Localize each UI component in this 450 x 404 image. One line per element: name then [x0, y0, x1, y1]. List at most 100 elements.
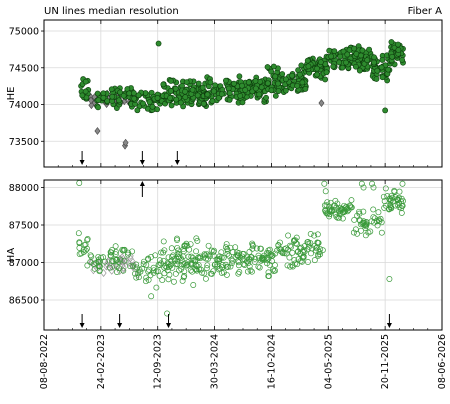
- data-point: [352, 226, 359, 233]
- data-point: [145, 255, 152, 262]
- data-point: [113, 263, 120, 270]
- data-point: [251, 258, 258, 265]
- data-point: [141, 258, 147, 265]
- data-point: [259, 256, 266, 263]
- data-point: [331, 48, 338, 55]
- x-tick-label: 24-02-2023: [96, 334, 107, 389]
- data-point: [343, 206, 350, 213]
- y-tick-label: 87000: [9, 258, 39, 269]
- data-point: [311, 242, 318, 249]
- data-point: [279, 250, 286, 257]
- data-point: [294, 82, 301, 89]
- data-point: [130, 90, 137, 96]
- data-point: [168, 261, 175, 268]
- data-point: [245, 79, 252, 86]
- data-point: [103, 260, 110, 269]
- data-point: [255, 252, 262, 259]
- data-point: [382, 107, 389, 114]
- data-point: [252, 78, 259, 84]
- data-point: [84, 262, 91, 269]
- data-point: [224, 247, 231, 254]
- y-axis-label: HE: [6, 87, 17, 101]
- data-point: [156, 272, 163, 279]
- data-point: [112, 260, 119, 269]
- data-point: [220, 254, 227, 261]
- data-point: [358, 180, 365, 187]
- data-point: [292, 237, 299, 244]
- data-point: [188, 253, 195, 260]
- data-point: [399, 57, 405, 63]
- data-point: [370, 206, 377, 213]
- data-point: [263, 254, 270, 261]
- data-point: [391, 188, 398, 195]
- data-point: [336, 214, 343, 221]
- data-point: [172, 85, 179, 92]
- marker-arrow-head: [166, 323, 172, 328]
- data-point: [205, 242, 212, 249]
- data-point: [377, 215, 384, 222]
- data-point: [120, 263, 127, 272]
- data-point: [380, 193, 387, 200]
- data-point: [330, 63, 337, 70]
- data-point: [388, 39, 395, 45]
- data-point: [222, 244, 229, 251]
- data-point: [386, 195, 393, 202]
- data-point: [272, 267, 279, 274]
- data-point: [207, 79, 214, 86]
- data-point: [271, 262, 278, 269]
- data-point: [98, 254, 105, 261]
- data-point: [239, 82, 245, 89]
- data-point: [339, 64, 346, 71]
- data-point: [282, 87, 289, 94]
- data-point: [207, 270, 214, 277]
- data-point: [197, 266, 204, 273]
- plot-frame: [43, 19, 443, 168]
- data-point: [275, 80, 281, 87]
- y-tick-label: 88000: [9, 183, 39, 194]
- data-point: [272, 73, 279, 80]
- panels: 73500 74000 74500 75000 HE 86500 87000 87500 880…: [6, 19, 448, 389]
- data-point: [181, 273, 188, 279]
- data-point: [279, 71, 286, 77]
- data-point: [190, 282, 197, 288]
- data-point: [371, 59, 377, 66]
- data-point: [305, 63, 312, 70]
- data-point: [244, 268, 251, 275]
- data-point: [264, 64, 271, 70]
- data-point: [193, 248, 200, 255]
- y-tick-label: 87500: [9, 221, 39, 232]
- points-top: [78, 39, 406, 150]
- data-point: [370, 214, 377, 221]
- data-point: [236, 73, 243, 80]
- data-point: [124, 251, 131, 258]
- data-point: [119, 246, 126, 253]
- data-point: [272, 92, 279, 99]
- data-point: [112, 243, 119, 250]
- data-point: [201, 270, 208, 277]
- data-point: [200, 100, 207, 107]
- data-point: [389, 53, 396, 60]
- data-point: [344, 208, 351, 215]
- y-tick-label: 86500: [9, 296, 39, 307]
- data-point: [127, 263, 133, 270]
- data-point: [336, 59, 343, 66]
- data-point: [394, 201, 401, 208]
- data-point: [193, 235, 200, 242]
- data-point: [398, 198, 405, 205]
- data-point: [249, 268, 255, 275]
- data-point: [96, 263, 103, 270]
- data-point: [267, 251, 274, 258]
- data-point: [172, 257, 178, 264]
- data-point: [100, 94, 107, 101]
- x-tick-label: 08-06-2026: [437, 334, 448, 389]
- data-point: [278, 248, 285, 255]
- data-point: [161, 270, 168, 277]
- data-point: [106, 263, 113, 272]
- data-point: [358, 227, 364, 234]
- data-point: [204, 262, 211, 269]
- data-point: [155, 40, 162, 47]
- data-point: [101, 258, 108, 265]
- data-point: [268, 87, 275, 94]
- data-point: [235, 270, 242, 277]
